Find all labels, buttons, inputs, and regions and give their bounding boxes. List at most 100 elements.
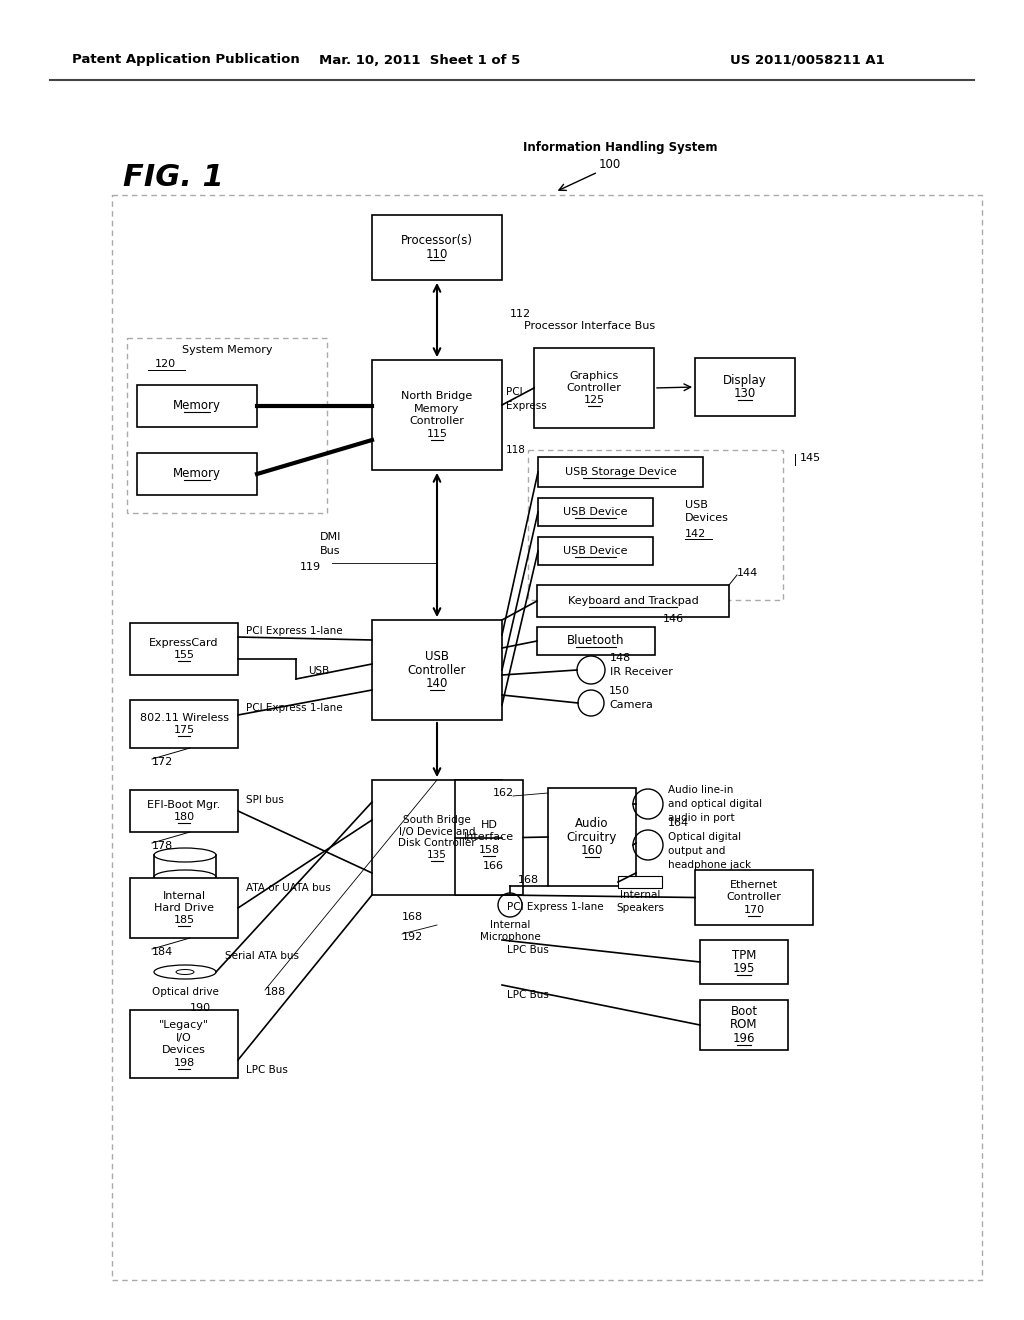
Text: USB Storage Device: USB Storage Device — [564, 467, 677, 477]
Text: 115: 115 — [427, 429, 447, 438]
Text: Processor(s): Processor(s) — [401, 235, 473, 247]
Text: 150: 150 — [609, 686, 630, 696]
Text: Hard Drive: Hard Drive — [154, 903, 214, 913]
Bar — [130, 878, 238, 939]
Text: headphone jack: headphone jack — [668, 861, 752, 870]
Text: "Legacy": "Legacy" — [159, 1020, 209, 1031]
Bar — [700, 1001, 788, 1049]
Text: 140: 140 — [426, 677, 449, 689]
Bar — [695, 870, 813, 925]
Text: Bus: Bus — [319, 546, 341, 556]
Text: SPI bus: SPI bus — [246, 795, 284, 805]
Text: PCI Express 1-lane: PCI Express 1-lane — [246, 704, 343, 713]
Text: ExpressCard: ExpressCard — [150, 638, 219, 648]
Text: 145: 145 — [800, 453, 821, 463]
Text: Patent Application Publication: Patent Application Publication — [72, 54, 300, 66]
Bar — [137, 385, 257, 426]
Bar — [372, 215, 502, 280]
Bar — [130, 1010, 238, 1078]
Text: Controller: Controller — [408, 664, 466, 676]
Bar — [130, 700, 238, 748]
Text: 168: 168 — [402, 912, 423, 921]
Bar — [537, 627, 655, 655]
Text: Memory: Memory — [173, 400, 221, 412]
Text: Processor Interface Bus: Processor Interface Bus — [524, 321, 655, 331]
Text: USB: USB — [685, 500, 708, 510]
Text: Controller: Controller — [410, 416, 465, 426]
Text: Internal: Internal — [620, 890, 660, 900]
Text: 198: 198 — [173, 1057, 195, 1068]
Bar — [127, 338, 327, 513]
Text: USB: USB — [308, 667, 330, 676]
Text: Speakers: Speakers — [616, 903, 664, 913]
Text: 188: 188 — [265, 987, 287, 997]
Text: 192: 192 — [402, 932, 423, 942]
Text: Internal: Internal — [163, 891, 206, 900]
Text: 110: 110 — [426, 248, 449, 260]
Text: Boot: Boot — [730, 1006, 758, 1018]
Text: Audio: Audio — [575, 817, 608, 830]
Text: ATA or UATA bus: ATA or UATA bus — [246, 883, 331, 894]
Text: EFI-Boot Mgr.: EFI-Boot Mgr. — [147, 800, 220, 809]
Text: Controller: Controller — [727, 892, 781, 903]
Bar — [537, 585, 729, 616]
Text: 175: 175 — [173, 725, 195, 735]
Text: IR Receiver: IR Receiver — [610, 667, 673, 677]
Text: I/O Device and: I/O Device and — [398, 826, 475, 837]
Text: 119: 119 — [300, 562, 322, 572]
Text: 130: 130 — [734, 387, 756, 400]
Text: PCI Express 1-lane: PCI Express 1-lane — [246, 626, 343, 636]
Text: Ethernet: Ethernet — [730, 880, 778, 890]
Bar — [528, 450, 783, 601]
Text: Express: Express — [506, 401, 547, 411]
Text: 148: 148 — [610, 653, 631, 663]
Text: Graphics: Graphics — [569, 371, 618, 380]
Text: Interface: Interface — [464, 833, 514, 842]
Text: 142: 142 — [685, 529, 707, 539]
Bar — [130, 789, 238, 832]
Text: 125: 125 — [584, 396, 604, 405]
Text: output and: output and — [668, 846, 725, 855]
Bar — [137, 453, 257, 495]
Text: North Bridge: North Bridge — [401, 392, 473, 401]
Text: audio in port: audio in port — [668, 813, 734, 822]
Text: 178: 178 — [152, 841, 173, 851]
Text: System Memory: System Memory — [181, 345, 272, 355]
Text: 164: 164 — [668, 818, 689, 828]
Bar — [538, 537, 653, 565]
Text: Serial ATA bus: Serial ATA bus — [225, 950, 299, 961]
Text: 120: 120 — [155, 359, 176, 370]
Bar — [538, 457, 703, 487]
Text: Microphone: Microphone — [479, 932, 541, 942]
Text: 185: 185 — [173, 915, 195, 925]
Text: Memory: Memory — [173, 467, 221, 480]
Text: Information Handling System: Information Handling System — [522, 141, 717, 154]
Text: 160: 160 — [581, 843, 603, 857]
Bar — [538, 498, 653, 525]
Text: PCI: PCI — [506, 387, 522, 397]
Text: 144: 144 — [737, 568, 758, 578]
Text: 172: 172 — [152, 756, 173, 767]
Text: 196: 196 — [733, 1032, 756, 1044]
Bar — [130, 623, 238, 675]
Text: Circuitry: Circuitry — [567, 830, 617, 843]
Text: LPC Bus: LPC Bus — [507, 990, 549, 1001]
Bar — [695, 358, 795, 416]
Text: Bluetooth: Bluetooth — [567, 635, 625, 648]
Text: TPM: TPM — [732, 949, 756, 962]
Text: Memory: Memory — [415, 404, 460, 413]
Text: 166: 166 — [483, 861, 504, 871]
Text: 146: 146 — [663, 614, 684, 624]
Bar — [548, 788, 636, 886]
Text: Optical drive: Optical drive — [152, 987, 218, 997]
Bar — [700, 940, 788, 983]
Text: FIG. 1: FIG. 1 — [123, 164, 223, 193]
Text: Audio line-in: Audio line-in — [668, 785, 733, 795]
Text: DMI: DMI — [319, 532, 341, 543]
Text: South Bridge: South Bridge — [403, 814, 471, 825]
Text: LPC Bus: LPC Bus — [507, 945, 549, 954]
Text: PCI Express 1-lane: PCI Express 1-lane — [507, 902, 603, 912]
Text: 802.11 Wireless: 802.11 Wireless — [139, 713, 228, 723]
Text: Disk Controller: Disk Controller — [398, 838, 476, 849]
Text: 100: 100 — [599, 157, 622, 170]
